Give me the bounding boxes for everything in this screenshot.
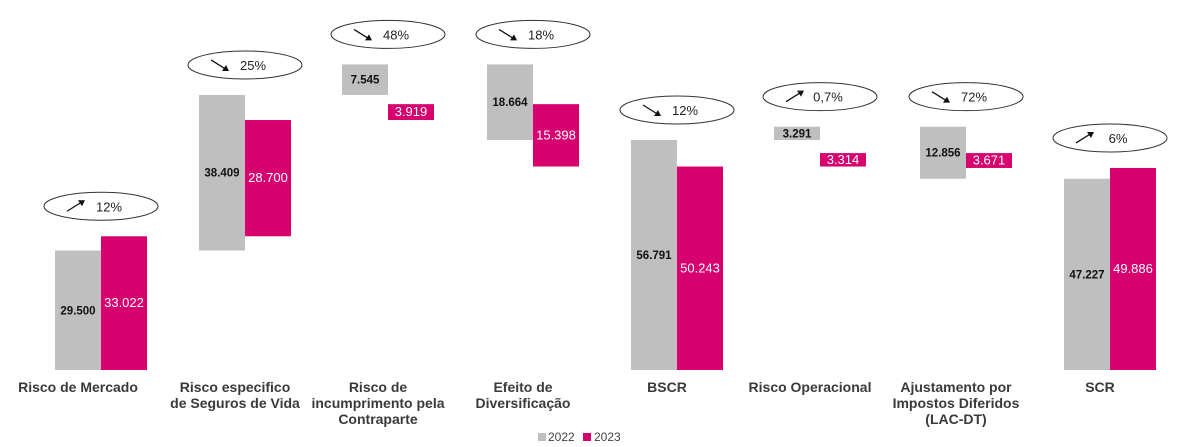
change-percent-label: 12% — [672, 103, 698, 118]
value-label-2022-risco-de-incumprimento-pela-contraparte: 7.545 — [351, 75, 380, 87]
change-bubble-risco-operacional: 0,7% — [762, 82, 878, 112]
legend-label-2023: 2023 — [594, 430, 621, 444]
bar-2022-ajustamento-por-impostos-diferidos-lac-dt — [920, 126, 966, 179]
bar-2022-risco-operacional — [774, 126, 820, 140]
arrow-head-icon — [510, 34, 517, 41]
change-bubbles-group: 12% 25% 48% 18% 12% 0,7% 72% 6% — [43, 19, 1168, 221]
value-label-2023-efeito-de-diversificacao: 15.398 — [536, 127, 576, 142]
change-percent-label: 48% — [383, 27, 409, 42]
change-bubble-outline — [762, 82, 878, 112]
change-percent-label: 72% — [961, 90, 987, 105]
change-bubble-risco-especifico-de-seguros-de-vida: 25% — [187, 50, 303, 80]
value-label-2023-scr: 49.886 — [1113, 261, 1153, 276]
category-label-scr: SCR — [1085, 379, 1115, 395]
change-bubble-outline — [187, 50, 303, 80]
legend-swatch-2023 — [583, 433, 591, 441]
change-bubble-risco-de-mercado: 12% — [43, 191, 159, 221]
value-label-2023-risco-de-incumprimento-pela-contraparte: 3.919 — [395, 104, 428, 119]
bar-2022-efeito-de-diversificacao — [487, 64, 533, 141]
category-labels-group: Risco de Mercado Risco especifico de Segur… — [18, 379, 1115, 427]
category-label-risco-de-incumprimento-pela-contraparte: Risco de incumprimento pela Contraparte — [311, 379, 444, 427]
category-label-bscr: BSCR — [647, 379, 687, 395]
category-label-ajustamento-por-impostos-diferidos-lac-dt: Ajustamento por Impostos Diferidos (LAC-DT… — [893, 379, 1020, 427]
value-label-2022-risco-operacional: 3.291 — [783, 128, 812, 140]
change-bubble-outline — [475, 19, 591, 49]
change-percent-label: 12% — [96, 199, 122, 214]
bar-2022-risco-de-mercado — [55, 250, 101, 370]
arrow-head-icon — [1087, 131, 1094, 138]
bar-2022-scr — [1064, 178, 1110, 370]
change-percent-label: 0,7% — [813, 90, 843, 105]
arrow-head-icon — [943, 96, 950, 103]
value-label-2023-bscr: 50.243 — [680, 260, 720, 275]
change-bubble-outline — [43, 191, 159, 221]
change-bubble-outline — [1052, 123, 1168, 153]
legend: 2022 2023 — [538, 430, 621, 444]
value-label-2022-risco-especifico-de-seguros-de-vida: 38.409 — [204, 168, 239, 180]
value-labels-group: 29.500 33.022 38.409 28.700 7.545 3.919 18.664… — [60, 75, 1152, 318]
change-bubble-outline — [908, 82, 1024, 112]
arrow-head-icon — [222, 64, 229, 71]
value-label-2023-risco-de-mercado: 33.022 — [104, 295, 144, 310]
bars-group — [55, 64, 1156, 370]
category-label-risco-operacional: Risco Operacional — [749, 379, 872, 395]
category-label-efeito-de-diversificacao: Efeito de Diversificação — [476, 379, 571, 411]
change-bubble-ajustamento-por-impostos-diferidos-lac-dt: 72% — [908, 82, 1024, 112]
value-label-2022-bscr: 56.791 — [636, 250, 672, 262]
change-percent-label: 18% — [528, 27, 554, 42]
bar-2023-risco-operacional — [820, 153, 866, 167]
arrow-head-icon — [78, 200, 85, 207]
arrow-head-icon — [654, 109, 661, 116]
change-percent-label: 6% — [1109, 131, 1128, 146]
change-bubble-efeito-de-diversificacao: 18% — [475, 19, 591, 49]
value-label-2022-efeito-de-diversificacao: 18.664 — [492, 97, 528, 109]
value-label-2022-scr: 47.227 — [1069, 269, 1104, 281]
arrow-head-icon — [797, 90, 804, 97]
value-label-2023-risco-operacional: 3.314 — [827, 152, 860, 167]
bar-2023-risco-de-mercado — [101, 236, 147, 370]
bar-2022-bscr — [631, 139, 677, 370]
bar-2022-risco-de-incumprimento-pela-contraparte — [342, 64, 388, 95]
category-label-risco-de-mercado: Risco de Mercado — [18, 379, 138, 395]
value-label-2022-ajustamento-por-impostos-diferidos-lac-dt: 12.856 — [925, 148, 960, 160]
bar-2023-risco-especifico-de-seguros-de-vida — [245, 120, 291, 237]
bar-2023-ajustamento-por-impostos-diferidos-lac-dt — [966, 153, 1012, 168]
change-bubble-scr: 6% — [1052, 123, 1168, 153]
change-bubble-risco-de-incumprimento-pela-contraparte: 48% — [330, 19, 446, 49]
bar-2023-risco-de-incumprimento-pela-contraparte — [388, 104, 434, 121]
change-percent-label: 25% — [240, 58, 266, 73]
value-label-2023-risco-especifico-de-seguros-de-vida: 28.700 — [248, 170, 288, 185]
value-label-2023-ajustamento-por-impostos-diferidos-lac-dt: 3.671 — [973, 153, 1006, 168]
change-bubble-outline — [330, 19, 446, 49]
category-label-risco-especifico-de-seguros-de-vida: Risco especifico de Seguros de Vida — [170, 379, 300, 411]
value-label-2022-risco-de-mercado: 29.500 — [60, 305, 95, 317]
bar-2023-bscr — [677, 166, 723, 370]
bar-2022-risco-especifico-de-seguros-de-vida — [199, 94, 245, 251]
bar-2023-efeito-de-diversificacao — [533, 104, 579, 167]
arrow-head-icon — [365, 34, 372, 41]
legend-swatch-2022 — [538, 433, 546, 441]
bar-2023-scr — [1110, 167, 1156, 370]
change-bubble-outline — [619, 95, 735, 125]
legend-label-2022: 2022 — [548, 430, 575, 444]
change-bubble-bscr: 12% — [619, 95, 735, 125]
